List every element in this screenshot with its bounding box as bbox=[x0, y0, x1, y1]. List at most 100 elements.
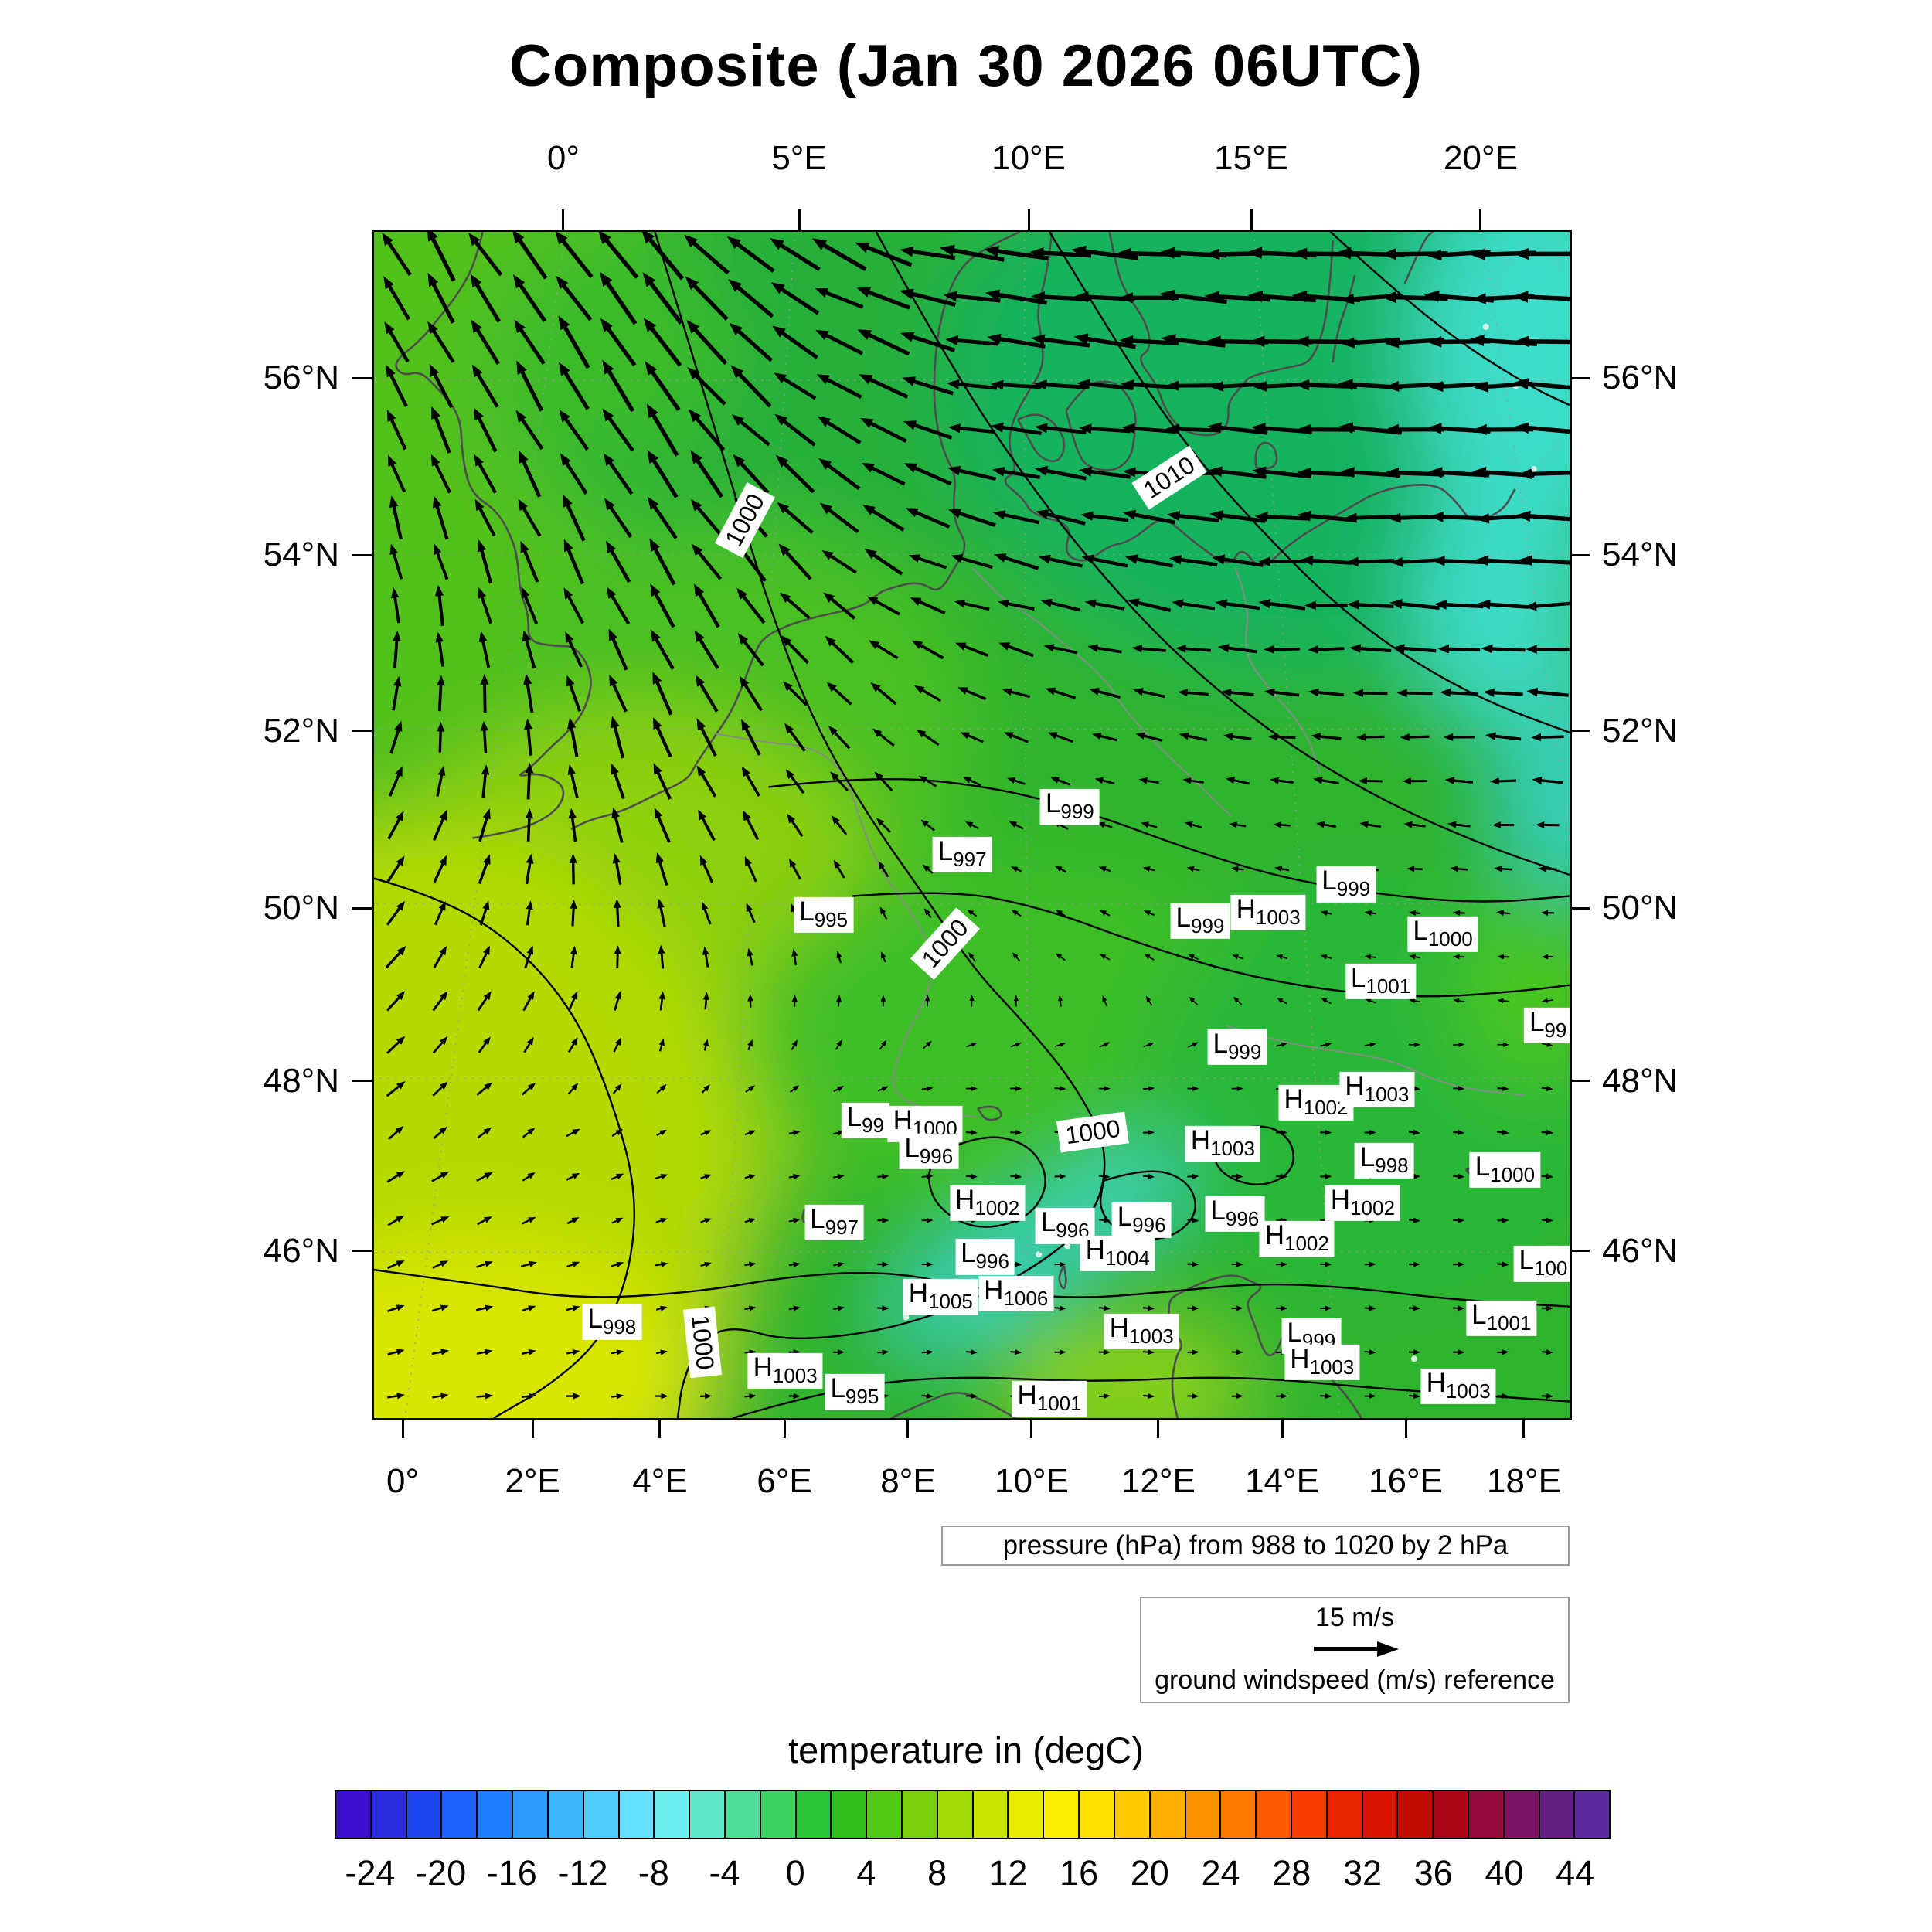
pressure-center-label: H1003 bbox=[747, 1352, 823, 1389]
colorbar-cell bbox=[1080, 1791, 1115, 1838]
wind-reference-arrow-icon bbox=[1314, 1641, 1399, 1657]
axis-tick-label: 10°E bbox=[994, 1462, 1069, 1500]
axis-tick bbox=[783, 1418, 786, 1438]
axis-tick bbox=[1027, 209, 1030, 230]
colorbar-cell bbox=[1044, 1791, 1080, 1838]
axis-tick bbox=[906, 1418, 910, 1438]
pressure-center-label: H1003 bbox=[1339, 1071, 1415, 1107]
map-overlay: 1000 1010 1000 1000 1000 L999 L997 L995 L999 L999… bbox=[374, 232, 1570, 1418]
axis-tick-label: 52°N bbox=[263, 711, 339, 750]
axis-tick-label: 6°E bbox=[757, 1462, 812, 1500]
pressure-center-label: L1001 bbox=[1345, 963, 1417, 1000]
axis-tick bbox=[1157, 1418, 1160, 1438]
pressure-center-label: L1000 bbox=[1469, 1152, 1541, 1189]
axis-tick bbox=[1404, 1418, 1407, 1438]
colorbar-cell bbox=[903, 1791, 938, 1838]
colorbar-tick-label: 32 bbox=[1342, 1853, 1382, 1893]
pressure-center-label: L99 bbox=[1523, 1007, 1570, 1044]
colorbar-tick-label: -4 bbox=[709, 1853, 740, 1893]
colorbar-cell bbox=[1114, 1791, 1151, 1838]
pressure-center-label: L995 bbox=[794, 897, 854, 934]
wind-vectors bbox=[382, 232, 1570, 1400]
axis-tick bbox=[658, 1418, 662, 1438]
axis-tick bbox=[562, 209, 565, 230]
axis-tick bbox=[352, 906, 372, 910]
axis-tick-label: 54°N bbox=[263, 536, 339, 574]
pressure-center-label: H1004 bbox=[1080, 1235, 1155, 1271]
colorbar-cell bbox=[690, 1791, 726, 1838]
colorbar-cell bbox=[1150, 1791, 1186, 1838]
colorbar-cell bbox=[406, 1791, 443, 1838]
axis-tick-label: 10°E bbox=[992, 139, 1066, 177]
pressure-center-label: H1003 bbox=[1230, 894, 1306, 931]
axis-tick bbox=[1030, 1418, 1033, 1438]
colorbar-cell bbox=[1398, 1791, 1434, 1838]
pressure-center-label: L100 bbox=[1513, 1246, 1570, 1282]
axis-tick bbox=[352, 730, 372, 733]
colorbar-cell bbox=[1434, 1791, 1469, 1838]
colorbar-cell bbox=[1504, 1791, 1540, 1838]
pressure-center-label: L998 bbox=[1354, 1142, 1414, 1179]
colorbar-tick-label: 40 bbox=[1485, 1853, 1524, 1893]
colorbar-cell bbox=[442, 1791, 478, 1838]
pressure-center-label: L998 bbox=[582, 1304, 642, 1340]
axis-tick-label: 14°E bbox=[1245, 1462, 1319, 1500]
pressure-center-label: H1001 bbox=[1012, 1381, 1087, 1417]
colorbar-cell bbox=[619, 1791, 655, 1838]
axis-tick bbox=[1570, 376, 1590, 379]
colorbar-tick-label: -8 bbox=[638, 1853, 669, 1893]
axis-tick bbox=[531, 1418, 534, 1438]
colorbar-tick-label: -16 bbox=[486, 1853, 537, 1893]
axis-tick bbox=[352, 553, 372, 556]
axis-tick-label: 48°N bbox=[263, 1061, 339, 1100]
axis-tick bbox=[1250, 209, 1253, 230]
axis-tick-label: 2°E bbox=[505, 1462, 560, 1500]
pressure-center-label: H1003 bbox=[1104, 1313, 1179, 1350]
axis-tick-label: 18°E bbox=[1487, 1462, 1561, 1500]
axis-tick-label: 52°N bbox=[1602, 711, 1679, 750]
axis-tick bbox=[401, 1418, 404, 1438]
map-canvas bbox=[374, 232, 1570, 1418]
axis-tick-label: 50°N bbox=[1602, 889, 1679, 927]
pressure-center-label: H1003 bbox=[1420, 1368, 1496, 1404]
colorbar-cell bbox=[655, 1791, 691, 1838]
axis-tick bbox=[1570, 730, 1590, 733]
map-plot: 1000 1010 1000 1000 1000 L999 L997 L995 L999 L999… bbox=[372, 230, 1572, 1420]
colorbar-tick-label: 36 bbox=[1413, 1853, 1453, 1893]
colorbar-cell bbox=[760, 1791, 797, 1838]
colorbar-cell bbox=[832, 1791, 868, 1838]
colorbar-cell bbox=[548, 1791, 584, 1838]
pressure-center-label: L996 bbox=[899, 1133, 959, 1169]
colorbar-cell bbox=[478, 1791, 514, 1838]
axis-tick-label: 4°E bbox=[632, 1462, 688, 1500]
axis-tick bbox=[1570, 553, 1590, 556]
pressure-center-label: L996 bbox=[1111, 1202, 1172, 1238]
axis-tick-label: 54°N bbox=[1602, 536, 1679, 574]
colorbar-cell bbox=[937, 1791, 974, 1838]
pressure-center-label: H1002 bbox=[1259, 1221, 1335, 1257]
pressure-center-label: L996 bbox=[1205, 1196, 1265, 1233]
pressure-center-label: L1000 bbox=[1407, 916, 1478, 952]
axis-tick-label: 8°E bbox=[880, 1462, 936, 1500]
axis-tick-label: 48°N bbox=[1602, 1061, 1679, 1100]
pressure-center-label: H1002 bbox=[1325, 1185, 1400, 1222]
colorbar-tick-label: 44 bbox=[1556, 1853, 1595, 1893]
colorbar-tick-label: 12 bbox=[988, 1853, 1028, 1893]
axis-tick bbox=[352, 1250, 372, 1253]
colorbar-cell bbox=[1469, 1791, 1505, 1838]
axis-tick-label: 0° bbox=[546, 139, 580, 177]
colorbar-cell bbox=[1009, 1791, 1045, 1838]
colorbar-cell bbox=[867, 1791, 903, 1838]
colorbar-tick-label: -20 bbox=[416, 1853, 467, 1893]
colorbar-cell bbox=[796, 1791, 832, 1838]
contour-value-label: 1000 bbox=[714, 482, 775, 558]
pressure-center-label: H1002 bbox=[950, 1185, 1026, 1222]
pressure-center-label: L99 bbox=[841, 1102, 890, 1138]
colorbar-tick-label: 20 bbox=[1130, 1853, 1169, 1893]
wind-legend-box: 15 m/s ground windspeed (m/s) reference bbox=[1140, 1597, 1570, 1703]
colorbar-cell bbox=[1185, 1791, 1222, 1838]
axis-tick-label: 16°E bbox=[1369, 1462, 1443, 1500]
axis-tick-label: 5°E bbox=[771, 139, 827, 177]
axis-tick bbox=[1570, 1250, 1590, 1253]
